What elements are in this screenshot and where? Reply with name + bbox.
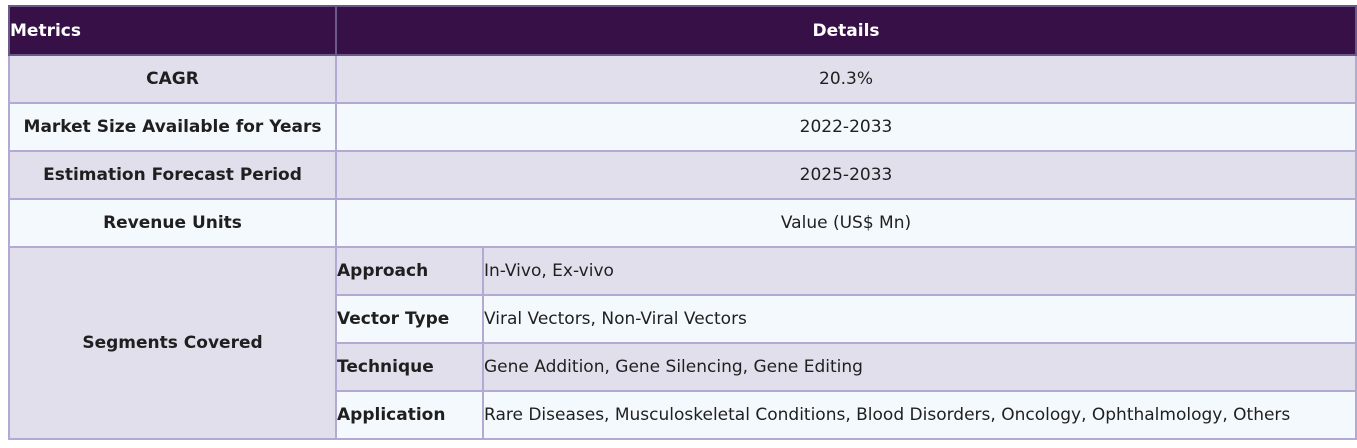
- header-metrics: Metrics: [8, 5, 337, 56]
- segment-value: Viral Vectors, Non-Viral Vectors: [481, 294, 1357, 344]
- metric-revenue-units: Revenue Units: [8, 198, 337, 248]
- detail-revenue-units: Value (US$ Mn): [334, 198, 1357, 248]
- segment-row: Technique Gene Addition, Gene Silencing,…: [9, 342, 1357, 392]
- detail-market-size: 2022-2033: [334, 102, 1357, 152]
- segment-name: Approach: [335, 246, 484, 296]
- detail-forecast-period: 2025-2033: [334, 150, 1357, 200]
- segment-name: Vector Type: [335, 294, 484, 344]
- segment-row: Application Rare Diseases, Musculoskelet…: [9, 390, 1357, 440]
- segment-name: Technique: [335, 342, 484, 392]
- header-details: Details: [334, 5, 1357, 56]
- metric-forecast-period: Estimation Forecast Period: [8, 150, 337, 200]
- table-row: Estimation Forecast Period 2025-2033: [8, 150, 1357, 200]
- table-header-row: Metrics Details: [8, 5, 1357, 56]
- table-row: Revenue Units Value (US$ Mn): [8, 198, 1357, 248]
- segment-row: Segments Covered Approach In-Vivo, Ex-vi…: [8, 246, 1357, 440]
- metric-cagr: CAGR: [8, 54, 337, 104]
- metric-market-size: Market Size Available for Years: [8, 102, 337, 152]
- segment-value: Rare Diseases, Musculoskeletal Condition…: [481, 390, 1357, 440]
- report-table: Metrics Details CAGR 20.3% Market Size A…: [8, 5, 1357, 440]
- metric-segments-covered: Segments Covered: [8, 246, 337, 440]
- segment-value: Gene Addition, Gene Silencing, Gene Edit…: [481, 342, 1357, 392]
- segment-row: Vector Type Viral Vectors, Non-Viral Vec…: [9, 294, 1357, 344]
- detail-cagr: 20.3%: [334, 54, 1357, 104]
- segment-name: Application: [335, 390, 484, 440]
- table-row: Market Size Available for Years 2022-203…: [8, 102, 1357, 152]
- segment-value: In-Vivo, Ex-vivo: [481, 246, 1357, 296]
- table-row: CAGR 20.3%: [8, 54, 1357, 104]
